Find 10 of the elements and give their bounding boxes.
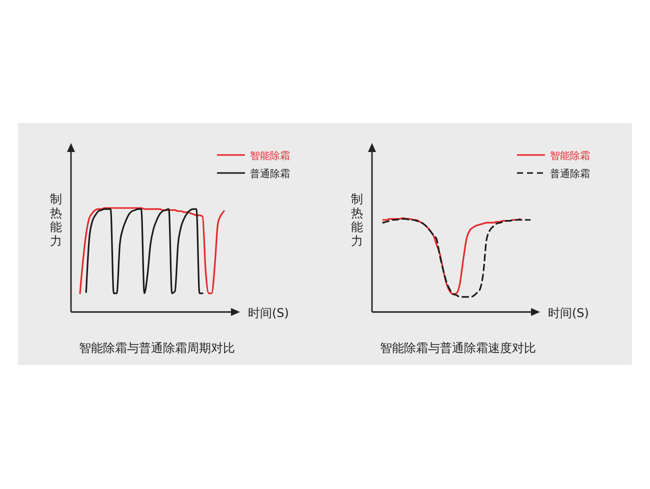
legend-label: 智能除霜 — [550, 150, 590, 162]
legend-label: 普通除霜 — [250, 168, 290, 180]
text: 智能除霜与普通除霜周期对比 — [79, 341, 235, 355]
text: 智能除霜与普通除霜速度对比 — [380, 341, 536, 355]
x-axis-title: 时间(S) — [248, 306, 289, 320]
legend-label: 普通除霜 — [550, 168, 590, 180]
y-axis-title: 制热能力 — [50, 192, 62, 248]
x-axis-title: 时间(S) — [548, 306, 589, 320]
legend-label: 智能除霜 — [250, 150, 290, 162]
y-axis-title: 制热能力 — [351, 192, 363, 248]
